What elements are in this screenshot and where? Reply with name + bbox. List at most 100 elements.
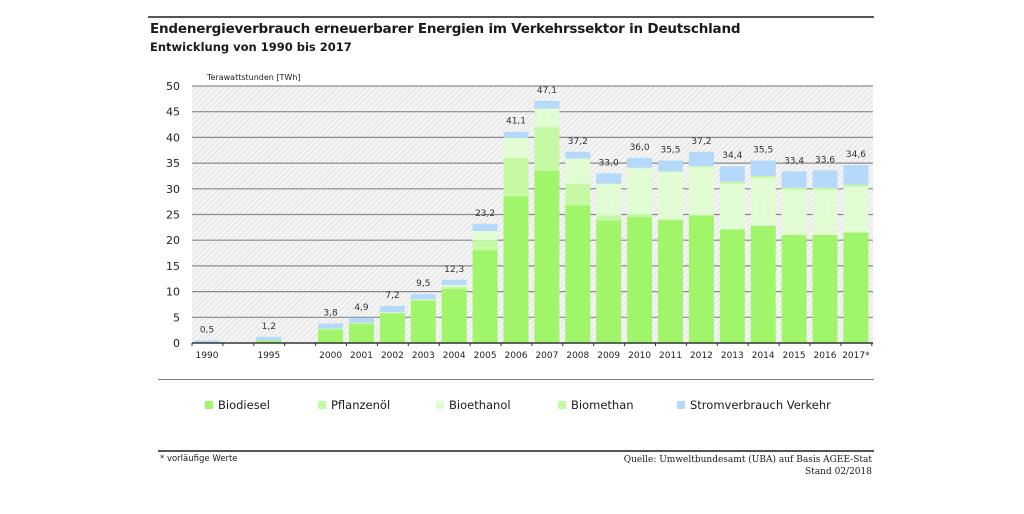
bar-segment-bioethanol [410,299,436,300]
legend-label: Stromverbrauch Verkehr [690,398,831,412]
bar-segment-pflanzenl [688,215,714,216]
bar-segment-biodiesel [441,289,467,343]
bar-segment-stromverbrauchverkehr [534,100,560,109]
x-tick-label: 2011 [659,351,682,361]
bar-segment-bioethanol [596,183,622,216]
y-tick-label: 5 [173,311,180,324]
bar-segment-bioethanol [627,167,653,214]
legend-swatch [436,401,444,409]
bar-segment-pflanzenl [379,312,405,314]
bar-segment-stromverbrauchverkehr [194,340,220,343]
bar-segment-bioethanol [565,158,591,184]
bar-segment-stromverbrauchverkehr [688,151,714,167]
total-data-label: 47,1 [537,86,557,96]
bar-segment-biodiesel [627,217,653,343]
bar-segment-pflanzenl [596,215,622,221]
bar-segment-pflanzenl [503,157,529,197]
bar-stack-2015 [781,171,807,343]
bar-segment-bioethanol [843,186,869,233]
bar-segment-pflanzenl [534,127,560,171]
bar-stack-2014 [750,160,776,343]
x-tick-label: 2000 [319,351,342,361]
legend-swatch [318,401,326,409]
bar-segment-pflanzenl [627,213,653,218]
bar-segment-biodiesel [256,340,282,343]
bar-segment-bioethanol [750,178,776,226]
total-data-label: 7,2 [385,291,399,301]
legend-swatch [677,401,685,409]
bar-stack-2000 [318,323,344,343]
total-data-label: 1,2 [262,322,276,332]
bar-segment-biodiesel [750,225,776,343]
bar-segment-biodiesel [688,215,714,343]
bar-stack-2003 [410,294,436,343]
bar-segment-stromverbrauchverkehr [379,305,405,313]
source-line: Quelle: Umweltbundesamt (UBA) auf Basis … [623,455,872,465]
y-tick-label: 0 [173,337,180,350]
total-data-label: 37,2 [691,137,711,147]
bar-segment-stromverbrauchverkehr [503,131,529,138]
bar-stack-2012 [688,151,714,343]
bar-segment-biomethan [658,171,683,172]
bar-segment-stromverbrauchverkehr [349,317,374,323]
bar-segment-biodiesel [781,235,807,343]
x-tick-label: 2014 [752,351,775,361]
y-tick-label: 25 [166,209,180,222]
bar-segment-bioethanol [719,183,745,230]
chart-subtitle: Entwicklung von 1990 bis 2017 [150,40,352,54]
chart-title: Endenergieverbrauch erneuerbarer Energie… [150,21,741,37]
bar-segment-biodiesel [379,313,405,343]
x-tick-label: 2002 [381,351,404,361]
x-tick-label: 2006 [505,351,528,361]
bar-segment-stromverbrauchverkehr [658,160,683,172]
total-data-label: 0,5 [200,325,214,335]
source-date: Stand 02/2018 [805,467,872,477]
legend-swatch [205,401,213,409]
bar-segment-stromverbrauchverkehr [719,166,745,182]
bar-segment-stromverbrauchverkehr [410,294,436,300]
footnote: * vorläufige Werte [160,454,238,464]
bar-segment-biomethan [750,175,776,179]
total-data-label: 33,0 [599,158,619,168]
top-rule [148,16,874,18]
bar-segment-biodiesel [318,329,344,343]
x-tick-label: 2001 [350,351,373,361]
bar-segment-stromverbrauchverkehr [596,173,622,184]
bar-segment-biodiesel [472,250,498,343]
total-data-label: 4,9 [354,303,369,313]
total-data-label: 23,2 [475,209,495,219]
x-tick-label: 2012 [690,351,713,361]
bar-segment-biomethan [843,184,869,187]
legend-item-biodiesel: Biodiesel [205,398,270,412]
bar-stack-2013 [719,166,745,343]
bar-stack-2005 [472,223,498,343]
bar-stack-2008 [565,151,591,343]
bar-segment-stromverbrauchverkehr [256,336,282,341]
y-tick-label: 20 [166,234,180,247]
bar-segment-biodiesel [719,229,745,343]
divider-line [158,379,874,380]
y-tick-label: 30 [166,183,180,196]
bar-segment-stromverbrauchverkehr [812,170,838,188]
bar-segment-stromverbrauchverkehr [750,160,776,176]
total-data-label: 35,5 [660,146,680,156]
x-tick-label: 2003 [412,351,435,361]
x-tick-label: 1995 [257,351,280,361]
bar-segment-stromverbrauchverkehr [472,223,498,231]
bar-segment-biodiesel [534,170,560,343]
x-tick-label: 2017* [842,351,870,361]
x-tick-label: 2008 [566,351,589,361]
legend-item-bioethanol: Bioethanol [436,398,511,412]
bar-segment-biomethan [781,187,807,190]
x-tick-label: 2013 [721,351,744,361]
total-data-label: 41,1 [506,117,526,127]
bar-stack-2009 [596,173,622,343]
legend-label: Pflanzenöl [331,398,391,412]
total-data-label: 35,5 [753,146,773,156]
bar-segment-pflanzenl [318,328,344,330]
y-tick-label: 45 [166,106,180,119]
bar-segment-pflanzenl [565,183,591,206]
bottom-rule [158,450,874,452]
bar-segment-biodiesel [596,220,622,343]
bar-segment-stromverbrauchverkehr [441,279,467,285]
